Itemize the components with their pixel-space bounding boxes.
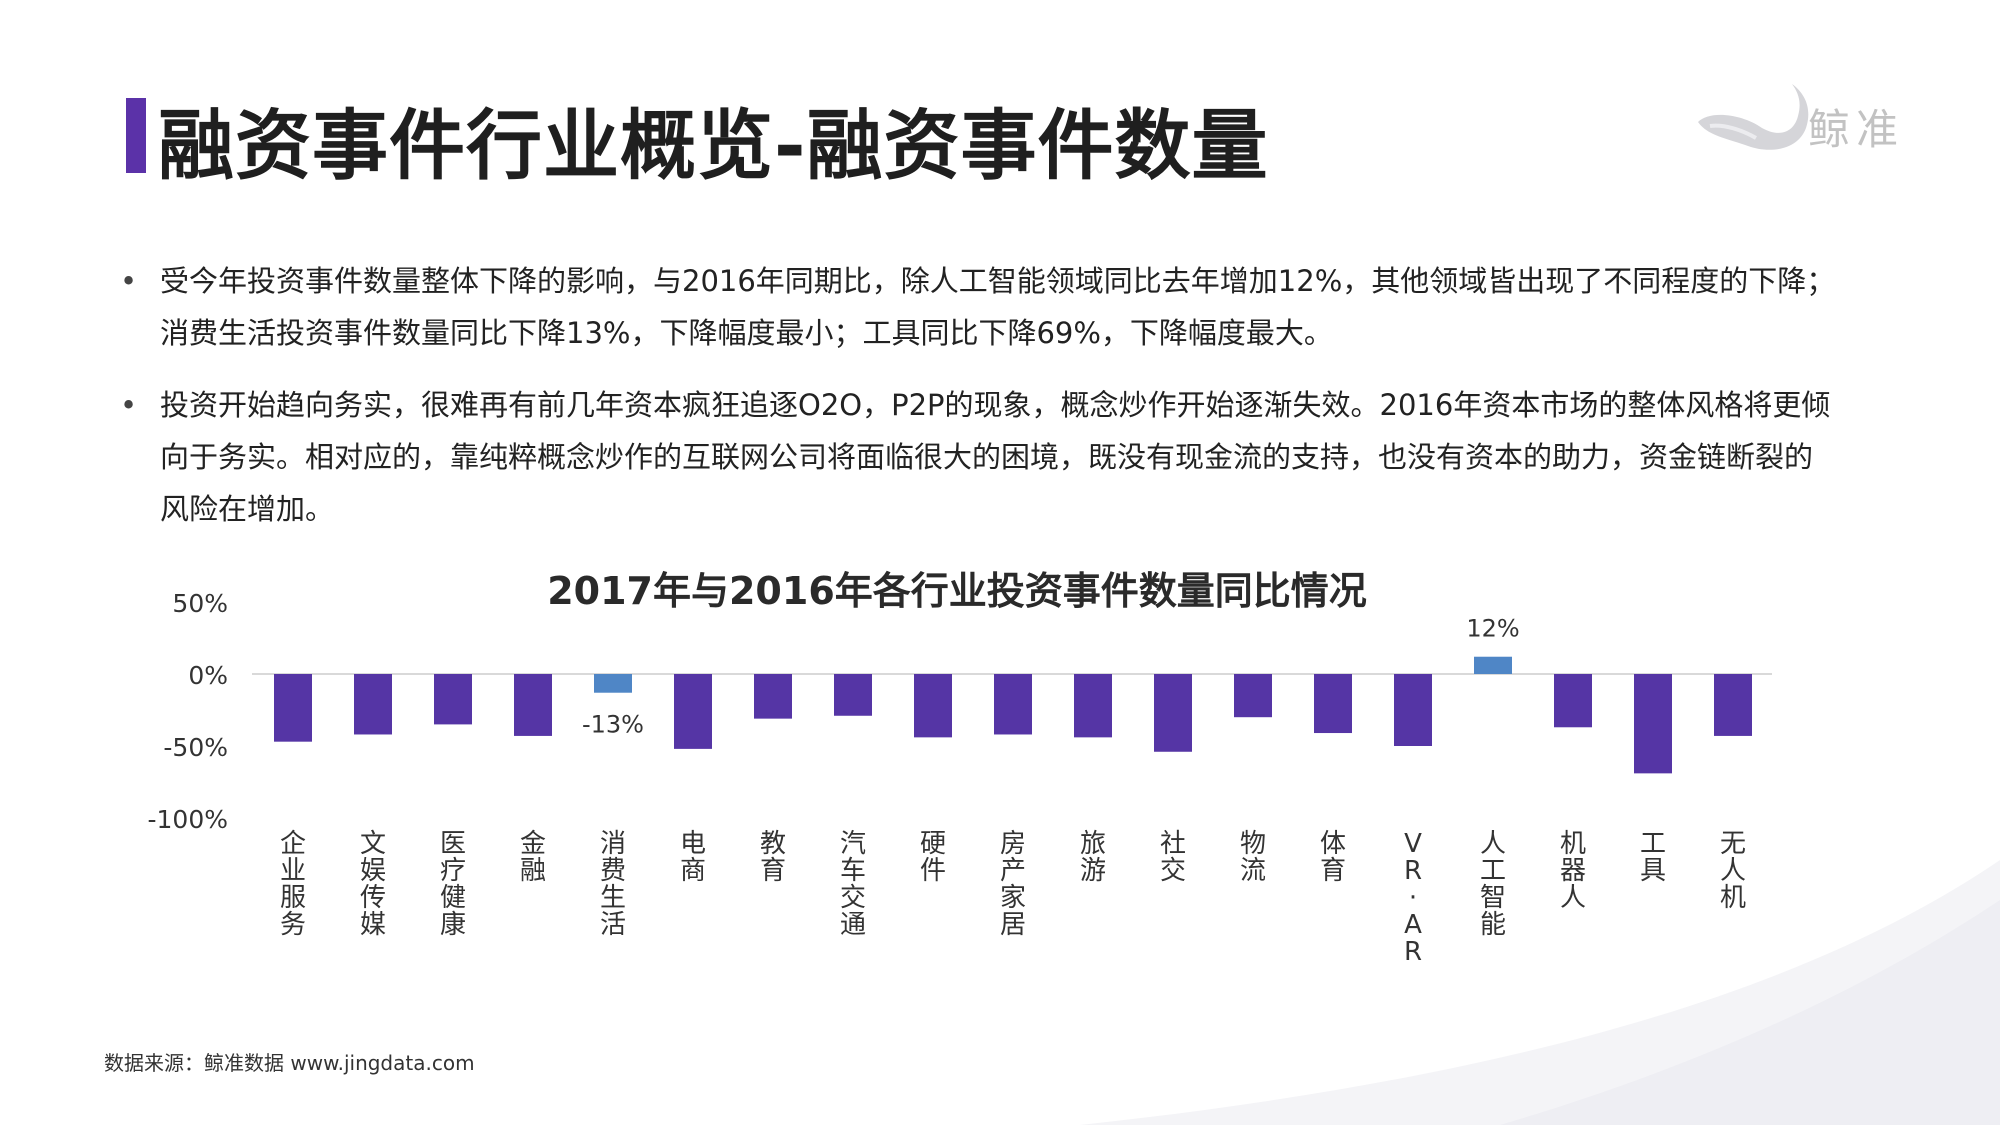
bullet-list: 受今年投资事件数量整体下降的影响，与2016年同期比，除人工智能领域同比去年增加… xyxy=(120,255,1840,555)
bar-6 xyxy=(674,674,712,749)
bar-3 xyxy=(434,674,472,725)
category-label: 社交 xyxy=(1160,829,1186,886)
page-title: 融资事件行业概览-融资事件数量 xyxy=(158,101,1269,190)
y-tick-label: 0% xyxy=(188,661,228,690)
chart-title: 2017年与2016年各行业投资事件数量同比情况 xyxy=(547,569,1367,613)
category-label: 文娱传媒 xyxy=(360,829,386,940)
category-label: 金融 xyxy=(520,829,546,886)
whale-logo-icon xyxy=(1698,84,1809,150)
bar-1 xyxy=(274,674,312,742)
data-label: 12% xyxy=(1466,615,1519,643)
bar-13 xyxy=(1234,674,1272,718)
bar-14 xyxy=(1314,674,1352,734)
data-source: 数据来源：鲸准数据 www.jingdata.com xyxy=(104,1051,475,1075)
bar-11 xyxy=(1074,674,1112,738)
category-label: 消费生活 xyxy=(600,829,626,940)
bar-4 xyxy=(514,674,552,736)
category-label: 教育 xyxy=(760,829,786,886)
category-label: 房产家居 xyxy=(1000,829,1026,940)
category-label: 工具 xyxy=(1640,829,1666,886)
category-label: 医疗健康 xyxy=(440,829,466,940)
category-label: 企业服务 xyxy=(280,829,306,940)
category-label: 硬件 xyxy=(920,829,946,886)
bar-5 xyxy=(594,674,632,693)
category-label: V R · A R xyxy=(1404,829,1422,967)
category-label: 旅游 xyxy=(1080,829,1106,886)
category-label: 人工智能 xyxy=(1480,829,1506,940)
bar-10 xyxy=(994,674,1032,735)
bar-15 xyxy=(1394,674,1432,746)
bar-8 xyxy=(834,674,872,716)
logo-text: 鲸准 xyxy=(1808,105,1905,154)
title-accent-bar xyxy=(126,98,146,173)
bar-19 xyxy=(1714,674,1752,736)
data-label: -13% xyxy=(582,711,644,739)
bar-12 xyxy=(1154,674,1192,752)
bar-9 xyxy=(914,674,952,738)
y-tick-label: -50% xyxy=(163,733,228,762)
bar-18 xyxy=(1634,674,1672,774)
bar-7 xyxy=(754,674,792,719)
bullet-item: 投资开始趋向务实，很难再有前几年资本疯狂追逐O2O，P2P的现象，概念炒作开始逐… xyxy=(120,379,1840,535)
category-label: 电商 xyxy=(680,829,706,886)
bar-16 xyxy=(1474,656,1512,674)
category-label: 物流 xyxy=(1240,829,1266,886)
category-label: 机器人 xyxy=(1560,829,1586,913)
bullet-item: 受今年投资事件数量整体下降的影响，与2016年同期比，除人工智能领域同比去年增加… xyxy=(120,255,1840,359)
bar-17 xyxy=(1554,674,1592,728)
category-label: 汽车交通 xyxy=(840,829,866,940)
y-tick-label: -100% xyxy=(148,805,229,834)
bar-2 xyxy=(354,674,392,735)
y-tick-label: 50% xyxy=(172,589,228,618)
category-label: 体育 xyxy=(1320,829,1346,886)
category-label: 无人机 xyxy=(1720,829,1746,913)
